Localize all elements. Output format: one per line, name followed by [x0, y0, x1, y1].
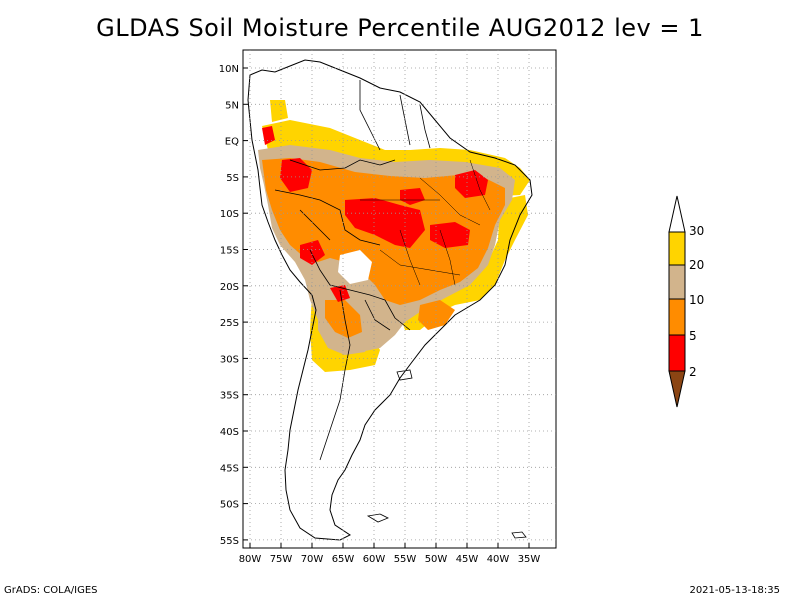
lat-tick-label: 5S: [226, 173, 239, 184]
lat-tick-label: 10N: [219, 64, 239, 75]
patch-red-7: [330, 285, 350, 302]
lon-tick-label: 75W: [270, 554, 293, 565]
patch-red-3: [430, 222, 470, 248]
patch-red-5: [300, 240, 325, 265]
patch-red-8: [400, 188, 425, 205]
colorbar: 30 20 10 5 2: [668, 195, 704, 408]
colorbar-label-10: 10: [689, 293, 704, 307]
state-borders: [360, 159, 491, 286]
colorbar-label-5: 5: [689, 329, 697, 343]
lon-tick-label: 80W: [239, 554, 262, 565]
colorbar-2-5: [668, 334, 686, 372]
lat-tick-label: 40S: [220, 427, 239, 438]
footer-credit: GrADS: COLA/IGES: [4, 585, 98, 596]
footer-timestamp: 2021-05-13-18:35: [689, 585, 780, 596]
colorbar-20-30: [668, 231, 686, 266]
lat-tick-label: 25S: [220, 318, 239, 329]
lat-tick-label: 20S: [220, 282, 239, 293]
colorbar-below2: [668, 370, 686, 408]
island-south: [511, 531, 527, 539]
colorbar-10-20: [668, 264, 686, 300]
colorbar-label-2: 2: [689, 365, 697, 379]
patch-yellow-tip: [270, 100, 288, 122]
lon-tick-label: 50W: [425, 554, 448, 565]
grid-lines: [243, 50, 556, 548]
lon-tick-label: 40W: [487, 554, 510, 565]
lagoon-south: [396, 369, 413, 381]
lat-tick-label: 5N: [225, 100, 239, 111]
lat-tick-label: 10S: [220, 209, 239, 220]
colorbar-label-30: 30: [689, 224, 704, 238]
soil-moisture-field: [258, 100, 530, 372]
lon-tick-label: 70W: [301, 554, 324, 565]
falkland-islands: [366, 513, 389, 523]
colorbar-5-10: [668, 298, 686, 336]
lat-tick-labels: 10N 5N EQ 5S 10S 15S 20S 25S 30S 35S 40S 45S 50S 55S: [219, 64, 239, 547]
lon-tick-label: 60W: [363, 554, 386, 565]
lat-tick-label: 50S: [220, 500, 239, 511]
lat-tick-label: 55S: [220, 536, 239, 547]
map-title: GLDAS Soil Moisture Percentile AUG2012 l…: [96, 14, 704, 42]
lat-tick-label: 30S: [220, 354, 239, 365]
colorbar-above30: [668, 195, 686, 233]
colorbar-label-20: 20: [689, 258, 704, 272]
lon-tick-label: 65W: [332, 554, 355, 565]
lon-tick-label: 35W: [518, 554, 541, 565]
lat-tick-label: EQ: [225, 137, 239, 148]
lat-tick-label: 15S: [220, 246, 239, 257]
continent-outline: [247, 59, 533, 541]
country-borders: [274, 80, 431, 461]
patch-white-pantanal: [338, 250, 372, 284]
lon-tick-labels: 80W 75W 70W 65W 60W 55W 50W 45W 40W 35W: [239, 554, 541, 565]
lon-tick-label: 45W: [456, 554, 479, 565]
lat-tick-label: 35S: [220, 391, 239, 402]
patch-orange-south: [325, 300, 362, 338]
lat-tick-label: 45S: [220, 463, 239, 474]
patch-red-1: [280, 158, 312, 192]
lon-tick-label: 55W: [394, 554, 417, 565]
